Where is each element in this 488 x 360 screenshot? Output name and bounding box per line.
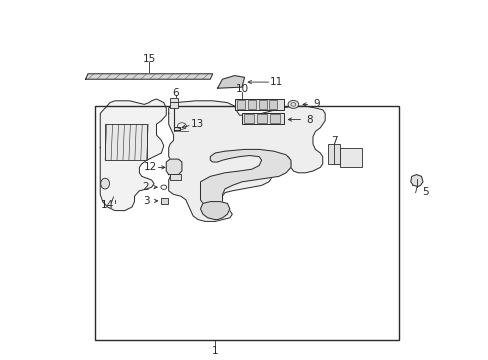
Bar bbox=[269, 100, 277, 109]
Bar bbox=[339, 148, 361, 167]
Text: 3: 3 bbox=[143, 196, 150, 206]
Polygon shape bbox=[166, 159, 182, 175]
Text: 14: 14 bbox=[101, 200, 114, 210]
Text: 15: 15 bbox=[142, 54, 156, 64]
Bar bbox=[161, 198, 168, 204]
Bar bbox=[257, 114, 266, 123]
Bar bbox=[105, 124, 146, 160]
Ellipse shape bbox=[101, 178, 109, 189]
Text: 6: 6 bbox=[172, 88, 179, 98]
Bar bbox=[237, 100, 244, 109]
Polygon shape bbox=[173, 127, 180, 130]
Text: 5: 5 bbox=[421, 186, 428, 197]
Text: 13: 13 bbox=[190, 119, 203, 129]
Text: 9: 9 bbox=[313, 99, 320, 109]
Text: 8: 8 bbox=[305, 114, 312, 125]
Text: 1: 1 bbox=[211, 346, 218, 356]
Polygon shape bbox=[85, 74, 212, 79]
Bar bbox=[170, 98, 178, 102]
Bar bbox=[247, 100, 255, 109]
Polygon shape bbox=[200, 149, 290, 205]
Text: 7: 7 bbox=[330, 136, 337, 146]
Ellipse shape bbox=[287, 100, 298, 108]
Bar bbox=[234, 99, 283, 110]
Text: 12: 12 bbox=[143, 162, 157, 172]
Bar bbox=[242, 113, 283, 124]
Polygon shape bbox=[200, 202, 229, 220]
Bar bbox=[258, 100, 266, 109]
Text: 2: 2 bbox=[142, 182, 149, 192]
Text: 11: 11 bbox=[269, 77, 283, 87]
Polygon shape bbox=[100, 99, 166, 211]
Bar bbox=[95, 106, 398, 340]
Polygon shape bbox=[217, 76, 244, 88]
Text: 10: 10 bbox=[235, 84, 248, 94]
Bar bbox=[269, 114, 279, 123]
Bar bbox=[327, 144, 339, 164]
Text: 4: 4 bbox=[353, 156, 360, 166]
Bar bbox=[170, 174, 181, 180]
Polygon shape bbox=[168, 101, 325, 221]
Bar bbox=[244, 114, 254, 123]
Polygon shape bbox=[410, 175, 422, 186]
Bar bbox=[170, 102, 178, 108]
